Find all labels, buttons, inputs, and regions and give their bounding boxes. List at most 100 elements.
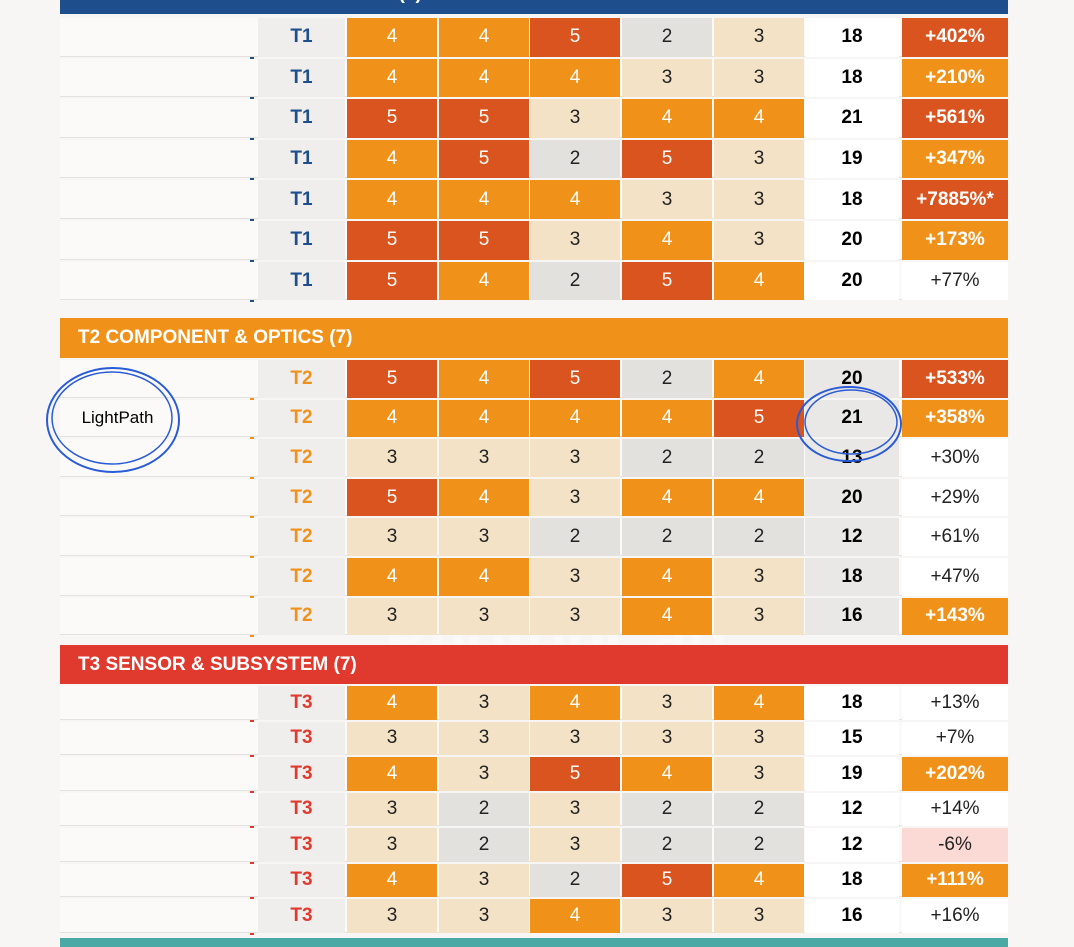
tier: T1 [258,58,345,98]
score: 4 [439,558,529,596]
score: 4 [530,180,620,219]
score: 4 [622,478,712,517]
score: 4 [530,686,620,720]
change: +202% [902,757,1008,791]
score: 3 [530,721,620,755]
score: 3 [347,792,437,826]
change: +210% [902,58,1008,98]
score: 4 [622,558,712,596]
total: 21 [805,399,899,438]
change: +29% [902,478,1008,517]
total: 12 [805,828,899,862]
score: 5 [530,757,620,791]
change: +173% [902,221,1008,260]
total: 13 [805,439,899,477]
score: 5 [622,139,712,179]
score: 4 [714,360,804,398]
score: 4 [347,139,437,179]
score: 2 [530,863,620,897]
change: +347% [902,139,1008,179]
tier: T1 [258,261,345,301]
score: 2 [622,360,712,398]
score: 3 [530,221,620,260]
score: 5 [530,18,620,57]
score: 4 [439,261,529,301]
score: 4 [439,360,529,398]
tier: T3 [258,686,345,720]
score: 3 [530,478,620,517]
score: 3 [622,899,712,933]
score: 4 [714,99,804,138]
change: +7885%* [902,180,1008,219]
tier: T3 [258,757,345,791]
score: 4 [439,18,529,57]
tier: T3 [258,721,345,755]
score: 3 [347,721,437,755]
score: 3 [714,58,804,98]
score: 3 [530,558,620,596]
score: 2 [439,828,529,862]
score: 3 [530,597,620,636]
score: 3 [622,180,712,219]
tier: T2 [258,360,345,398]
score: 3 [714,757,804,791]
score: 5 [530,360,620,398]
change: +402% [902,18,1008,57]
total: 18 [805,686,899,720]
change: +143% [902,597,1008,636]
score: 4 [622,399,712,438]
score: 3 [622,686,712,720]
change: +61% [902,518,1008,556]
score: 5 [347,478,437,517]
score: 2 [714,439,804,477]
change: +561% [902,99,1008,138]
score: 3 [347,518,437,556]
change: +30% [902,439,1008,477]
score: 5 [347,221,437,260]
score: 5 [347,99,437,138]
tier: T2 [258,518,345,556]
score: 3 [714,899,804,933]
score: 5 [622,261,712,301]
tier: T2 [258,478,345,517]
score: 4 [622,597,712,636]
score: 3 [530,792,620,826]
section-header: T2 COMPONENT & OPTICS (7) [60,318,1008,358]
score: 4 [714,686,804,720]
score: 5 [439,99,529,138]
total: 18 [805,180,899,219]
score: 3 [714,180,804,219]
tier: T2 [258,439,345,477]
total: 16 [805,597,899,636]
score: 2 [714,828,804,862]
score: 4 [439,478,529,517]
score: 4 [347,180,437,219]
total: 18 [805,558,899,596]
score: 3 [439,439,529,477]
score: 5 [347,360,437,398]
score: 2 [622,18,712,57]
total: 20 [805,261,899,301]
score: 3 [714,558,804,596]
tier: T1 [258,180,345,219]
score: 3 [347,899,437,933]
tier: T3 [258,863,345,897]
score: 4 [530,58,620,98]
score: 2 [439,792,529,826]
score: 4 [347,18,437,57]
score: 3 [530,99,620,138]
tier: T2 [258,558,345,596]
change: -6% [902,828,1008,862]
score: 4 [347,863,437,897]
tier: T1 [258,18,345,57]
change: +7% [902,721,1008,755]
score: 3 [714,18,804,57]
score: 3 [714,721,804,755]
score: 4 [622,757,712,791]
score: 3 [439,597,529,636]
change: +358% [902,399,1008,438]
tier: T1 [258,139,345,179]
score: 4 [347,686,437,720]
score: 3 [347,439,437,477]
score: 4 [347,757,437,791]
